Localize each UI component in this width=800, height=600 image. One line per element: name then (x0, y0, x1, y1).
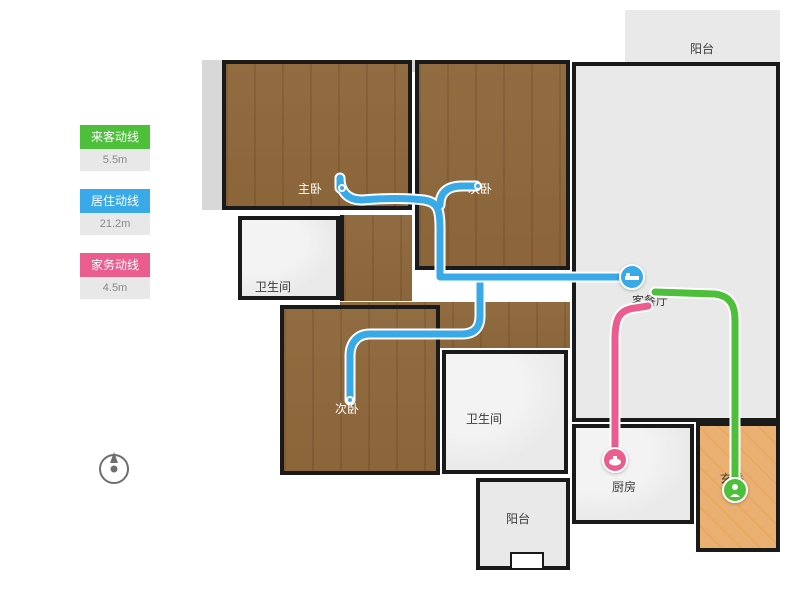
label-living: 客餐厅 (632, 292, 668, 309)
legend-label: 来客动线 (80, 125, 150, 149)
door-mark (510, 552, 544, 570)
endpoint-dot (338, 184, 346, 192)
compass-icon (95, 450, 133, 493)
pin-kitchen (602, 447, 628, 473)
struct-band (202, 60, 222, 210)
legend: 来客动线 5.5m 居住动线 21.2m 家务动线 4.5m (80, 125, 150, 317)
pin-living (619, 264, 645, 290)
label-balcony-top: 阳台 (690, 40, 714, 57)
room-living (572, 62, 780, 422)
room-bedroom-sec-2 (280, 305, 440, 475)
label-bath-1: 卫生间 (255, 278, 291, 295)
label-bath-2: 卫生间 (466, 410, 502, 427)
legend-value: 5.5m (80, 149, 150, 171)
legend-item-living: 居住动线 21.2m (80, 189, 150, 235)
bed-icon (625, 272, 639, 282)
corridor-1 (340, 215, 412, 301)
legend-item-guest: 来客动线 5.5m (80, 125, 150, 171)
person-icon (729, 483, 741, 497)
legend-item-chores: 家务动线 4.5m (80, 253, 150, 299)
endpoint-dot (474, 182, 482, 190)
label-bedroom-main: 主卧 (298, 180, 322, 197)
room-kitchen (572, 424, 694, 524)
room-bedroom-sec-1 (415, 60, 570, 270)
legend-label: 居住动线 (80, 189, 150, 213)
label-balcony-bot: 阳台 (506, 510, 530, 527)
floorplan: 阳台 主卧 次卧 客餐厅 卫生间 次卧 卫生间 厨房 阳台 玄关 (180, 10, 790, 582)
label-kitchen: 厨房 (612, 478, 636, 495)
legend-value: 21.2m (80, 213, 150, 235)
endpoint-dot (346, 396, 354, 404)
legend-label: 家务动线 (80, 253, 150, 277)
pot-icon (608, 454, 622, 466)
pin-entry (722, 477, 748, 503)
room-bath-2 (442, 350, 568, 474)
legend-value: 4.5m (80, 277, 150, 299)
